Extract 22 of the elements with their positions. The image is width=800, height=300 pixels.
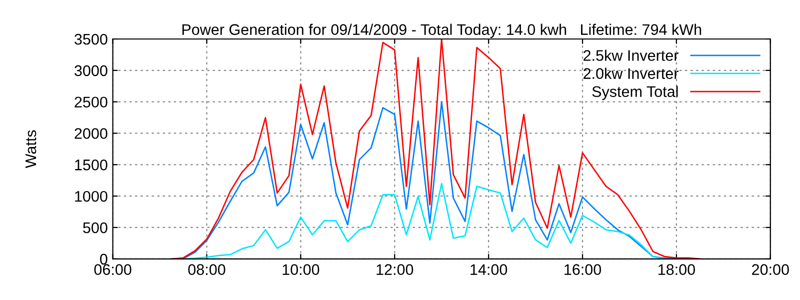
y-tick-label: 1500 xyxy=(75,160,108,170)
x-tick-label: 08:00 xyxy=(188,264,226,275)
y-tick-label: 3000 xyxy=(74,65,108,76)
x-tick-label: 16:00 xyxy=(564,264,602,275)
legend-label: System Total xyxy=(592,86,678,100)
y-tick-label: 3500 xyxy=(74,34,108,45)
x-tick-label: 14:00 xyxy=(470,264,508,275)
y-tick-label: 0 xyxy=(100,254,108,265)
y-tick-label: 1000 xyxy=(75,190,108,202)
x-tick-label: 20:00 xyxy=(752,264,789,275)
y-tick-label: 500 xyxy=(83,222,108,234)
y-tick-label: 2000 xyxy=(74,128,108,139)
x-tick-label: 06:00 xyxy=(94,264,132,275)
legend-label: 2.0kw Inverter xyxy=(584,68,678,79)
y-tick-label: 2500 xyxy=(74,96,108,108)
y-axis-title: Watts xyxy=(26,130,36,168)
legend-label: 2.5kw Inverter xyxy=(584,50,678,61)
x-tick-label: 18:00 xyxy=(658,264,695,275)
x-tick-label: 10:00 xyxy=(282,264,320,275)
line-series xyxy=(170,39,701,259)
chart-title: Power Generation for 09/14/2009 - Total Today: 14.0 kwh Lifetime: 794 kWh xyxy=(182,24,702,38)
x-tick-label: 12:00 xyxy=(376,264,414,275)
